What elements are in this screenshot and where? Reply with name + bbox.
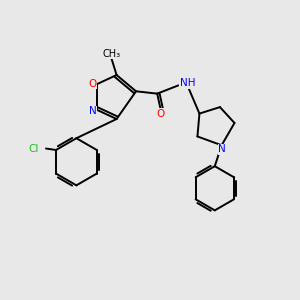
Text: O: O <box>88 79 97 89</box>
Text: CH₃: CH₃ <box>102 49 120 58</box>
Text: N: N <box>218 144 226 154</box>
Text: NH: NH <box>180 78 195 88</box>
Text: Cl: Cl <box>29 143 39 154</box>
Text: O: O <box>157 109 165 119</box>
Text: N: N <box>89 106 97 116</box>
